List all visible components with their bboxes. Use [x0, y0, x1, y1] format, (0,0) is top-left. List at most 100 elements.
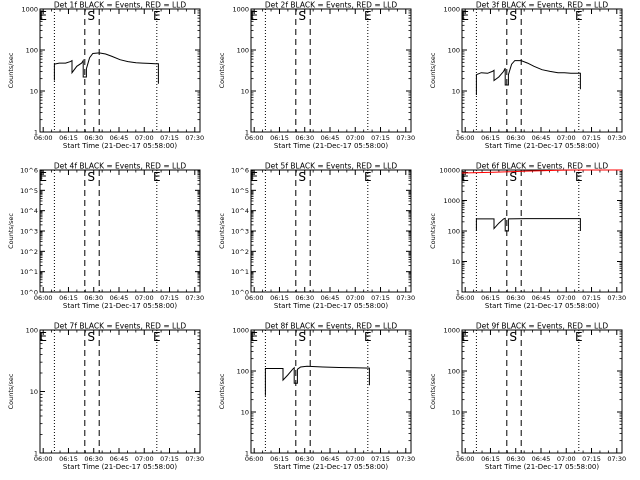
x-tick-label: 07:00 [135, 134, 154, 142]
y-tick-label: 1 [34, 450, 38, 458]
x-tick-label: 06:30 [295, 134, 314, 142]
y-tick-label: 100 [448, 368, 460, 376]
x-axis-label: Start Time (21-Dec-17 05:58:00) [63, 463, 177, 471]
x-tick-label: 06:30 [84, 294, 103, 302]
x-tick-label: 07:30 [396, 134, 415, 142]
y-tick-label: 100 [448, 47, 460, 55]
y-tick-label: 10000 [439, 167, 460, 175]
x-tick-label: 06:00 [34, 134, 53, 142]
y-tick-label: 10 [30, 88, 38, 96]
y-tick-label: 10^0 [231, 289, 249, 297]
panel-title: Det 4f BLACK = Events, RED = LLD [54, 162, 187, 171]
x-tick-label: 06:30 [84, 134, 103, 142]
panel-title: Det 9f BLACK = Events, RED = LLD [476, 322, 609, 331]
marker-letter-s: S [509, 330, 517, 344]
x-tick-label: 07:00 [346, 134, 365, 142]
y-tick-label: 1000 [443, 6, 460, 14]
x-tick-label: 06:00 [245, 455, 264, 463]
x-tick-label: 06:00 [456, 134, 475, 142]
x-tick-label: 07:15 [371, 455, 390, 463]
x-tick-label: 06:30 [506, 455, 525, 463]
x-axis-label: Start Time (21-Dec-17 05:58:00) [485, 142, 599, 150]
y-tick-label: 10^2 [20, 248, 38, 256]
y-axis-label: Counts/sec [429, 373, 437, 409]
marker-letter-e2: E [364, 330, 372, 344]
x-tick-label: 06:45 [532, 294, 551, 302]
series-events [264, 365, 370, 396]
y-tick-label: 1000 [443, 197, 460, 205]
y-tick-label: 10 [452, 258, 460, 266]
x-tick-label: 06:30 [506, 294, 525, 302]
plot-frame [39, 329, 201, 454]
x-tick-label: 06:15 [59, 134, 78, 142]
x-tick-label: 07:30 [185, 455, 204, 463]
x-tick-label: 06:45 [110, 134, 129, 142]
y-tick-label: 1000 [232, 327, 249, 335]
x-tick-label: 07:15 [160, 455, 179, 463]
panel-det-8: Det 8f BLACK = Events, RED = LLD Counts/s… [218, 322, 415, 472]
x-axis-label: Start Time (21-Dec-17 05:58:00) [274, 142, 388, 150]
marker-letter-e1: E [250, 9, 258, 23]
marker-letter-s: S [298, 330, 306, 344]
x-tick-label: 07:15 [160, 134, 179, 142]
plot-frame [461, 169, 623, 293]
marker-letter-e2: E [153, 170, 161, 184]
plot-frame [39, 8, 201, 133]
x-tick-label: 06:45 [321, 455, 340, 463]
x-tick-label: 07:30 [185, 294, 204, 302]
x-tick-label: 06:00 [34, 294, 53, 302]
y-tick-label: 100 [448, 228, 460, 236]
marker-letter-e1: E [461, 330, 469, 344]
y-tick-label: 10^1 [231, 268, 249, 276]
y-axis-label: Counts/sec [218, 52, 226, 88]
y-tick-label: 10^5 [231, 187, 249, 195]
x-tick-label: 07:30 [607, 455, 626, 463]
marker-letter-e2: E [364, 170, 372, 184]
x-axis-label: Start Time (21-Dec-17 05:58:00) [485, 463, 599, 471]
panel-det-5: Det 5f BLACK = Events, RED = LLD Counts/s… [218, 162, 415, 311]
x-tick-label: 06:45 [321, 134, 340, 142]
panel-title: Det 5f BLACK = Events, RED = LLD [265, 162, 398, 171]
marker-letter-s: S [298, 9, 306, 23]
panel-det-2: Det 2f BLACK = Events, RED = LLD Counts/s… [218, 1, 415, 151]
x-tick-label: 07:30 [396, 294, 415, 302]
x-tick-label: 06:00 [245, 294, 264, 302]
panel-title: Det 6f BLACK = Events, RED = LLD [476, 162, 609, 171]
y-axis-label: Counts/sec [429, 52, 437, 88]
y-tick-label: 1 [456, 450, 460, 458]
x-tick-label: 06:00 [456, 455, 475, 463]
y-tick-label: 100 [237, 47, 249, 55]
marker-letter-e2: E [575, 330, 583, 344]
x-tick-label: 07:30 [185, 134, 204, 142]
y-axis-label: Counts/sec [7, 213, 15, 249]
y-tick-label: 1 [34, 129, 38, 137]
x-tick-label: 06:00 [245, 134, 264, 142]
y-axis-label: Counts/sec [7, 52, 15, 88]
x-tick-label: 07:30 [396, 455, 415, 463]
marker-letter-e2: E [575, 9, 583, 23]
y-tick-label: 1000 [232, 6, 249, 14]
x-tick-label: 06:45 [321, 294, 340, 302]
x-tick-label: 06:45 [532, 455, 551, 463]
x-axis-label: Start Time (21-Dec-17 05:58:00) [63, 302, 177, 310]
y-axis-label: Counts/sec [429, 213, 437, 249]
series-events [475, 217, 581, 232]
plot-frame [250, 8, 412, 133]
y-tick-label: 10^4 [20, 207, 38, 215]
panel-title: Det 3f BLACK = Events, RED = LLD [476, 1, 609, 10]
marker-letter-s: S [87, 9, 95, 23]
y-tick-label: 1 [456, 289, 460, 297]
x-tick-label: 07:15 [582, 134, 601, 142]
y-tick-label: 10 [241, 88, 249, 96]
x-tick-label: 06:30 [506, 134, 525, 142]
marker-letter-s: S [298, 170, 306, 184]
x-tick-label: 07:00 [135, 455, 154, 463]
panel-det-1: Det 1f BLACK = Events, RED = LLD Counts/s… [7, 1, 204, 151]
y-tick-label: 1 [245, 129, 249, 137]
x-tick-label: 06:15 [481, 455, 500, 463]
x-tick-label: 06:30 [295, 455, 314, 463]
x-axis-label: Start Time (21-Dec-17 05:58:00) [63, 142, 177, 150]
x-axis-label: Start Time (21-Dec-17 05:58:00) [274, 463, 388, 471]
x-tick-label: 06:15 [270, 134, 289, 142]
